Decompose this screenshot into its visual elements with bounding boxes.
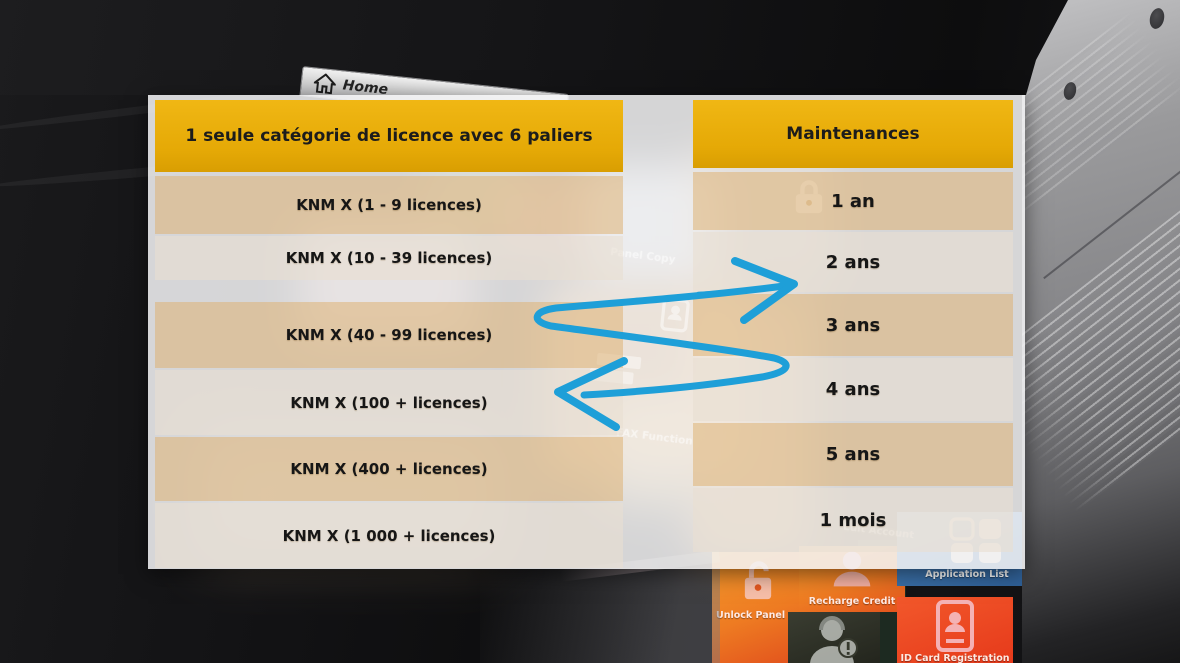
tile-support-agent	[788, 612, 880, 663]
home-icon	[312, 73, 337, 95]
maintenance-table-header: Maintenances	[693, 100, 1013, 168]
tile-label: Unlock Panel	[716, 610, 786, 621]
licence-row: KNM X (10 - 39 licences)	[155, 236, 623, 280]
licence-row: KNM X (100 + licences)	[155, 370, 623, 435]
maintenance-row: 1 an	[693, 172, 1013, 230]
licence-row: KNM X (1 - 9 licences)	[155, 176, 623, 234]
tile-id-card-registration: ID Card Registration	[897, 597, 1013, 663]
printer-facet	[480, 568, 720, 663]
licence-row: KNM X (1 000 + licences)	[155, 503, 623, 568]
licence-table-header: 1 seule catégorie de licence avec 6 pali…	[155, 100, 623, 172]
tile-label: ID Card Registration	[900, 653, 1010, 663]
id-card-phone-icon	[936, 600, 974, 652]
slide-panel: Color Copy 30% (60 of 200) Authentic / L…	[148, 95, 1025, 569]
ghost-fax-function: FAX Function	[615, 426, 694, 448]
maintenance-row: 1 mois	[693, 488, 1013, 552]
maintenance-row: 4 ans	[693, 358, 1013, 421]
headset-agent-icon	[810, 616, 858, 663]
maintenance-row: 3 ans	[693, 294, 1013, 356]
licence-row: KNM X (40 - 99 licences)	[155, 302, 623, 368]
tile-label: Recharge Credit	[808, 596, 896, 607]
screw-hole	[1147, 6, 1167, 31]
licence-row: KNM X (400 + licences)	[155, 437, 623, 501]
id-card-ghost-icon	[660, 297, 690, 333]
maintenance-row: 2 ans	[693, 232, 1013, 292]
tile-label: Application List	[925, 569, 1009, 580]
maintenance-row: 5 ans	[693, 423, 1013, 486]
printer-side-panel	[1022, 0, 1180, 663]
